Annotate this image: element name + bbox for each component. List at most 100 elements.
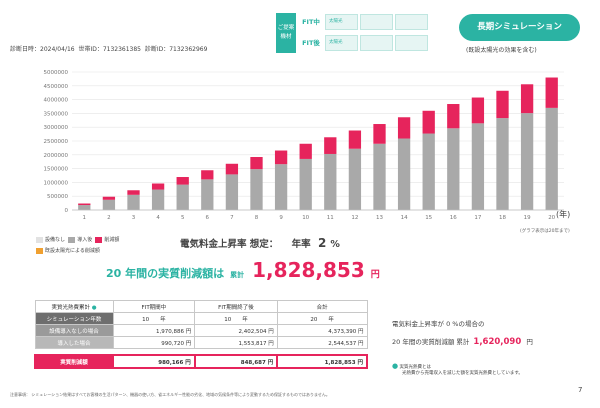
proposal-row-fit-after: FIT後 太陽光: [298, 34, 428, 52]
x-tick-label: 17: [474, 215, 481, 221]
y-tick-label: 1000000: [44, 180, 69, 186]
bar-after-install: [471, 123, 485, 210]
bar-after-install: [520, 113, 534, 210]
bar-after-install: [78, 205, 91, 210]
fit-during-cell-empty: [360, 14, 393, 30]
legend-reduction: 削減額: [104, 237, 120, 243]
bar-after-install: [545, 107, 558, 210]
diag-id-label: 診断ID：: [144, 46, 170, 53]
table-row: 設備導入なしの場合 1,970,886 円 2,402,504 円 4,373,…: [34, 324, 368, 337]
row-cell: 1,828,853 円: [276, 354, 368, 369]
row-cell: 20 年: [276, 312, 368, 325]
x-tick-label: 12: [351, 215, 358, 221]
row-cell: 10 年: [194, 312, 278, 325]
legend-existing-solar: 既設太陽光による削減額: [45, 248, 100, 254]
x-tick-label: 7: [230, 215, 234, 221]
table-row: シミュレーション年数 10 年 10 年 20 年: [34, 312, 368, 325]
long-term-simulation-button[interactable]: 長期シミュレーション: [459, 14, 580, 41]
info-icon[interactable]: ●: [91, 304, 97, 311]
x-tick-label: 3: [132, 215, 136, 221]
x-axis-label: (年): [556, 209, 570, 219]
bar-reduction: [151, 183, 165, 190]
fit-during-cell-empty: [395, 14, 428, 30]
y-tick-label: 1500000: [44, 167, 69, 173]
table-header-row: 実質光熱費累計 ● FIT期間中 FIT期間終了後 合計: [34, 300, 368, 313]
household-id: 7132361385: [102, 46, 142, 53]
table-header-cell: FIT期間中: [112, 300, 196, 313]
fit-after-cell-empty: [360, 35, 393, 51]
bar-reduction: [348, 130, 362, 149]
y-tick-label: 4500000: [44, 84, 69, 90]
bar-reduction: [299, 143, 312, 159]
headline: 20 年間の実質削減額は 累計 1,828,853 円: [106, 258, 380, 282]
bar-after-install: [447, 128, 460, 210]
legend-after: 導入後: [77, 237, 93, 243]
row-label: 導入した場合: [34, 336, 114, 349]
x-tick-label: 5: [181, 215, 185, 221]
x-tick-label: 4: [156, 215, 160, 221]
table-header-cell: FIT期間終了後: [194, 300, 278, 313]
chart-note: (グラフ表示は20年まで): [520, 229, 570, 234]
legend-swatch-no-equipment: [36, 236, 43, 243]
zero-rate-result: 20 年間の実質削減額 累計 1,620,090 円: [392, 336, 533, 347]
legend-swatch-after: [68, 236, 76, 243]
y-tick-label: 0: [65, 208, 69, 214]
bar-after-install: [373, 143, 386, 210]
condition-rate-label: 年率: [291, 239, 311, 250]
bar-reduction: [471, 97, 485, 124]
x-tick-label: 19: [524, 215, 531, 221]
bar-reduction: [324, 137, 337, 154]
legend-row-2: 既設太陽光による削減額: [36, 247, 119, 254]
legend-swatch-existing-solar: [36, 247, 43, 254]
condition-prefix: 電気料金上昇率 想定：: [180, 239, 279, 250]
legend-no-equipment: 設備なし: [45, 237, 66, 243]
row-cell: 2,544,537 円: [276, 336, 368, 349]
x-tick-label: 16: [450, 215, 457, 221]
condition-rate: 2: [317, 236, 327, 250]
y-tick-label: 500000: [47, 194, 68, 200]
footer-disclaimer: 注意事項： シミュレーション結果はすべてお客様の生活パターン、機器の使い方、省エ…: [10, 392, 330, 397]
chart-x-axis: 1 2 3 4 5 6 7 8 9 10 11 12 13 14 15 16 17 18 19 20: [72, 209, 564, 221]
diagnosis-info: 診断日時：2024/04/16 世帯ID：7132361385 診断ID：713…: [10, 44, 207, 53]
note-title: 実質光熱費とは: [399, 365, 432, 370]
row-cell: 2,402,504 円: [194, 324, 278, 337]
bar-after-install: [348, 148, 362, 210]
y-tick-label: 4000000: [44, 98, 69, 104]
bar-after-install: [225, 174, 239, 210]
bar-reduction: [78, 203, 91, 206]
simulation-subtitle: (既設太陽光の効果を含む): [466, 47, 537, 54]
diag-date-label: 診断日時：: [10, 46, 41, 53]
bar-reduction: [373, 124, 386, 144]
bar-after-install: [496, 118, 509, 210]
x-tick-label: 9: [279, 215, 283, 221]
bar-reduction: [496, 90, 509, 119]
x-tick-label: 8: [255, 215, 259, 221]
bar-reduction: [447, 104, 460, 129]
fit-after-cell-empty: [395, 35, 428, 51]
headline-sub: 累計: [230, 271, 245, 279]
zero-rate-unit: 円: [526, 338, 533, 346]
chart-grid: [72, 71, 564, 211]
table-total-row: 実質削減額 980,166 円 848,687 円 1,828,853 円: [34, 354, 368, 369]
row-label: シミュレーション年数: [34, 312, 114, 325]
row-cell: 990,720 円: [112, 336, 196, 349]
x-tick-label: 10: [302, 215, 309, 221]
bar-reduction: [201, 170, 214, 180]
diag-id: 7132362969: [169, 46, 208, 53]
bar-after-install: [397, 138, 411, 210]
bar-after-install: [324, 153, 337, 210]
x-tick-label: 11: [327, 215, 334, 221]
bar-reduction: [274, 150, 288, 165]
legend-row-1: 設備なし 導入後 削減額: [36, 236, 119, 243]
row-label: 実質削減額: [34, 354, 114, 369]
row-cell: 848,687 円: [193, 354, 279, 369]
zero-rate-label: 20 年間の実質削減額 累計: [392, 338, 470, 346]
y-tick-label: 2000000: [44, 153, 69, 159]
headline-amount: 1,828,853: [252, 258, 365, 282]
table-row: 導入した場合 990,720 円 1,553,817 円 2,544,537 円: [34, 336, 368, 349]
legend-swatch-reduction: [95, 236, 103, 243]
row-cell: 1,970,886 円: [112, 324, 196, 337]
y-tick-label: 3500000: [44, 111, 69, 117]
chart-y-axis: 0 500000 1000000 1500000 2000000 2500000 30000…: [44, 70, 69, 214]
fit-after-tag: FIT後: [302, 39, 320, 47]
